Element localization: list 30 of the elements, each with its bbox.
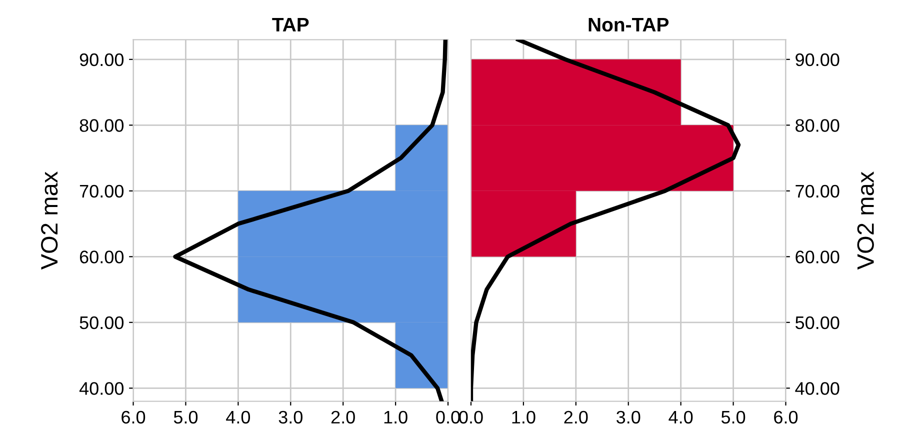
y-tick-label: 70.00	[80, 184, 124, 198]
x-tick-label: 1.0	[384, 410, 408, 424]
x-tick-label: 6.0	[774, 410, 798, 424]
x-tick-label: 4.0	[226, 410, 250, 424]
y-tick-label: 80.00	[796, 119, 840, 132]
y-tick-label: 80.00	[80, 119, 124, 132]
y-axis-title: VO2 max	[857, 172, 874, 270]
chart-title: Non-TAP	[588, 18, 669, 32]
y-tick-label: 50.00	[795, 316, 840, 330]
x-tick-label: 3.0	[616, 410, 640, 424]
chart-title: TAP	[272, 18, 309, 32]
x-tick-label: 3.0	[278, 410, 302, 424]
x-tick-label: 4.0	[668, 410, 693, 424]
y-tick-label: 50.00	[80, 316, 124, 330]
y-tick-label: 40.00	[79, 382, 124, 395]
y-tick-label: 90.00	[80, 53, 124, 66]
y-tick-label: 70.00	[796, 184, 840, 198]
x-tick-label: 2.0	[331, 410, 355, 424]
y-tick-label: 60.00	[80, 250, 124, 264]
x-tick-label: 5.0	[721, 410, 746, 424]
y-axis-title: VO2 max	[40, 172, 58, 270]
y-tick-label: 40.00	[795, 382, 840, 395]
x-tick-label: 0.0	[436, 410, 460, 424]
y-tick-label: 60.00	[796, 250, 840, 264]
x-tick-label: 0.0	[459, 410, 483, 424]
y-tick-label: 90.00	[796, 53, 840, 66]
x-tick-label: 6.0	[122, 410, 146, 424]
x-tick-label: 5.0	[174, 410, 198, 424]
x-tick-label: 2.0	[564, 410, 588, 424]
x-tick-label: 1.0	[512, 410, 536, 424]
